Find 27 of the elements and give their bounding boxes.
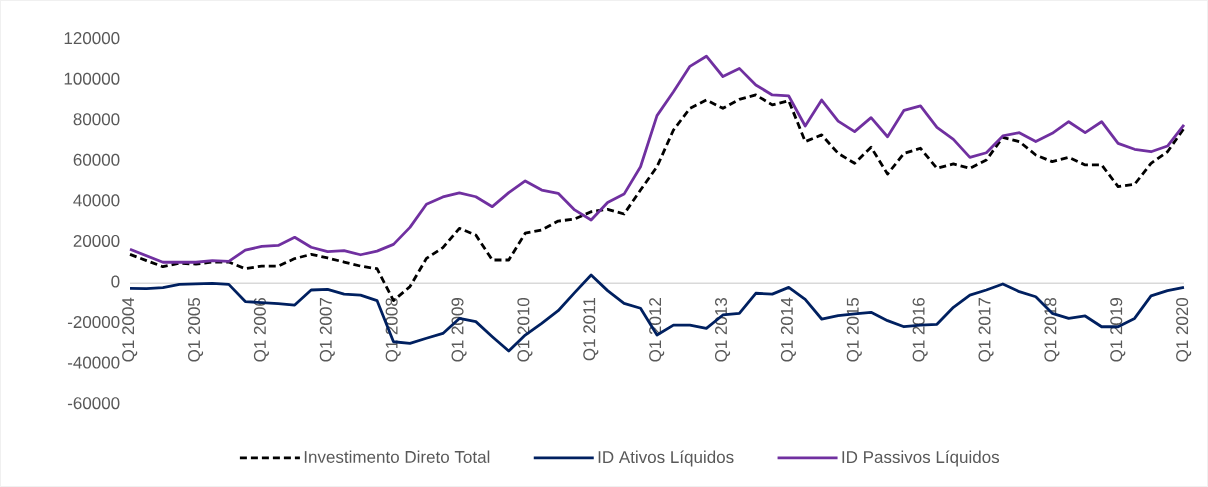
x-tick-label: Q1 2010 (517, 297, 533, 362)
x-tick-label: Q1 2020 (1176, 297, 1192, 362)
y-tick-label: -40000 (67, 356, 120, 369)
y-tick-label: 0 (111, 275, 120, 288)
y-tick-label: 100000 (64, 72, 120, 85)
x-tick-label: Q1 2017 (978, 298, 994, 362)
x-tick-label: Q1 2009 (451, 298, 467, 362)
y-tick-label: 120000 (64, 32, 120, 45)
legend-label: ID Passivos Líquidos (842, 450, 1000, 467)
legend-label: Investimento Direto Total (304, 450, 490, 463)
y-tick-label: -60000 (67, 397, 120, 410)
y-tick-label: 80000 (73, 113, 120, 126)
x-tick-label: Q1 2008 (385, 297, 401, 362)
x-tick-label: Q1 2019 (1110, 298, 1126, 362)
x-tick-label: Q1 2005 (188, 297, 204, 362)
legend-label: ID Ativos Líquidos (598, 450, 734, 467)
x-tick-label: Q1 2004 (122, 297, 138, 362)
y-tick-label: 40000 (73, 194, 120, 207)
y-tick-label: 60000 (73, 153, 120, 166)
y-tick-label: 20000 (73, 234, 120, 247)
x-tick-label: Q1 2014 (780, 297, 796, 362)
x-tick-label: Q1 2015 (846, 297, 862, 362)
x-tick-label: Q1 2016 (912, 297, 928, 362)
x-tick-label: Q1 2011 (583, 298, 599, 361)
x-tick-label: Q1 2007 (319, 298, 335, 362)
y-tick-label: -20000 (67, 316, 120, 329)
x-tick-label: Q1 2006 (253, 297, 269, 362)
